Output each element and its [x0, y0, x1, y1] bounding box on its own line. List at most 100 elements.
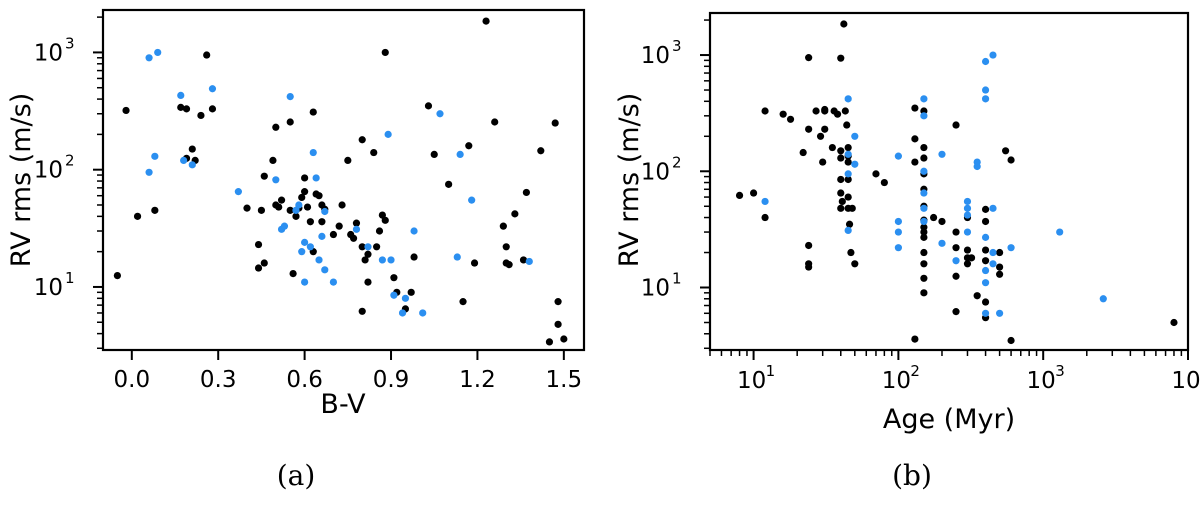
panel-b-x-tick-label: 10	[882, 368, 911, 394]
panel-a-black-point	[197, 111, 205, 120]
panel-a-blue-point	[272, 176, 280, 184]
panel-a-black-point	[554, 298, 562, 306]
panel-b-black-point	[911, 335, 919, 343]
panel-b-blue-point	[894, 217, 902, 226]
panel-a-blue-point	[286, 93, 294, 101]
panel-a-black-point	[113, 271, 121, 280]
panel-b-black-point	[805, 125, 813, 133]
panel-b-black-point	[981, 217, 990, 226]
panel-b-blue-point	[920, 217, 928, 226]
panel-a-black-point	[303, 203, 312, 211]
panel-b-x-tick-exponent: 1	[766, 362, 776, 380]
panel-b-x-tick-exponent: 2	[910, 362, 920, 380]
panel-a-black-point	[315, 192, 323, 200]
panel-b-black-point	[920, 274, 928, 282]
panel-a-black-point	[358, 307, 366, 315]
panel-b-blue-point	[989, 204, 997, 212]
panel-a-blue-point	[419, 309, 427, 317]
panel-b-black-point	[840, 20, 848, 28]
panel-a-blue-point	[312, 174, 320, 182]
panel-a-blue-point	[306, 243, 314, 251]
panel-a-blue-point	[295, 201, 303, 209]
panel-a-black-point	[151, 206, 159, 214]
panel-a-black-point	[430, 150, 438, 158]
panel-a-y-tick-exponent: 2	[65, 152, 75, 170]
panel-b-black-point	[963, 260, 972, 268]
panel-a-frame	[101, 8, 586, 352]
panel-b-black-point	[952, 308, 960, 316]
panel-a-black-point	[286, 206, 294, 214]
panel-a-x-tick-label: 0.9	[373, 367, 410, 393]
panel-b-black-point	[837, 175, 845, 184]
panel-a-black-point	[491, 118, 499, 126]
panel-a-black-point	[272, 123, 280, 131]
panel-b-caption: (b)	[892, 459, 932, 492]
panel-b-black-point	[996, 248, 1004, 257]
panel-b-blue-point	[844, 226, 852, 234]
panel-b-black-point	[838, 197, 846, 206]
panel-b-black-point	[920, 228, 928, 236]
panel-a-black-point	[133, 212, 142, 220]
panel-b-black-point	[911, 104, 919, 112]
panel-b-blue-point	[920, 189, 928, 197]
panel-b-black-point	[963, 246, 972, 254]
panel-a-black-point	[254, 240, 263, 249]
panel-b-black-point	[843, 121, 851, 129]
panel-a-x-tick-label: 0.3	[200, 367, 237, 393]
panel-b-blue-point	[938, 150, 946, 158]
panel-b-black-point	[828, 143, 836, 152]
panel-a-x-tick-label: 1.5	[546, 367, 583, 393]
panel-b-black-point	[844, 158, 852, 166]
panel-b-black-point	[1002, 147, 1010, 155]
panel-b-black-point	[1007, 156, 1015, 164]
panel-b-frame	[708, 11, 1190, 352]
panel-b-blue-point	[996, 309, 1004, 317]
panel-b-black-point	[872, 170, 880, 178]
panel-b-black-point	[845, 220, 854, 228]
panel-a-black-point	[358, 136, 366, 144]
panel-b-black-point	[981, 246, 990, 254]
panel-b-black-point	[779, 110, 787, 118]
panel-b-black-point	[920, 289, 928, 297]
panel-b-black-point	[837, 189, 845, 197]
panel-a-black-point	[318, 218, 326, 226]
panel-a-black-point	[301, 174, 309, 182]
panel-b-black-point	[805, 241, 813, 250]
panel-a-black-point	[275, 203, 283, 211]
panel-a-blue-point	[180, 156, 188, 164]
panel-b-black-point	[880, 178, 888, 187]
panel-b-y-tick-label: 10	[641, 276, 670, 302]
panel-b-blue-point	[761, 197, 769, 206]
panel-b-black-point	[938, 217, 946, 226]
panel-b-black-point	[749, 189, 758, 197]
panel-a-black-point	[375, 227, 384, 235]
panel-a-black-point	[352, 219, 361, 227]
panel-a-blue-point	[208, 85, 217, 93]
panel-b-ylabel: RV rms (m/s)	[614, 93, 645, 267]
panel-a-blue-point	[525, 257, 533, 266]
panel-a-black-point	[122, 106, 130, 115]
panel-a-blue-point	[321, 207, 329, 216]
panel-b-blue-point	[894, 228, 902, 236]
panel-b-black-point	[920, 143, 928, 152]
panel-b-x-tick-label: 10	[737, 368, 766, 394]
panel-a-black-point	[519, 256, 528, 264]
panel-a-black-point	[335, 222, 343, 230]
panel-b-black-point	[805, 54, 813, 62]
panel-a-black-point	[361, 256, 369, 264]
panel-b-x-tick-exponent: 3	[1055, 362, 1065, 380]
panel-b-blue-point	[844, 170, 852, 178]
panel-b-blue-point	[894, 244, 902, 252]
panel-b-x-tick-label: 10	[1027, 368, 1056, 394]
panel-b-blue-point	[938, 239, 946, 247]
panel-b-blue-point	[989, 51, 997, 59]
panel-b-black-point	[786, 115, 795, 123]
panel-a-black-point	[182, 105, 191, 113]
panel-b-black-point	[911, 158, 919, 166]
panel-b-blue-point	[920, 167, 928, 175]
panel-a-black-point	[482, 17, 490, 25]
panel-a-x-tick-label: 0.6	[286, 367, 323, 393]
panel-b-black-point	[996, 270, 1004, 278]
